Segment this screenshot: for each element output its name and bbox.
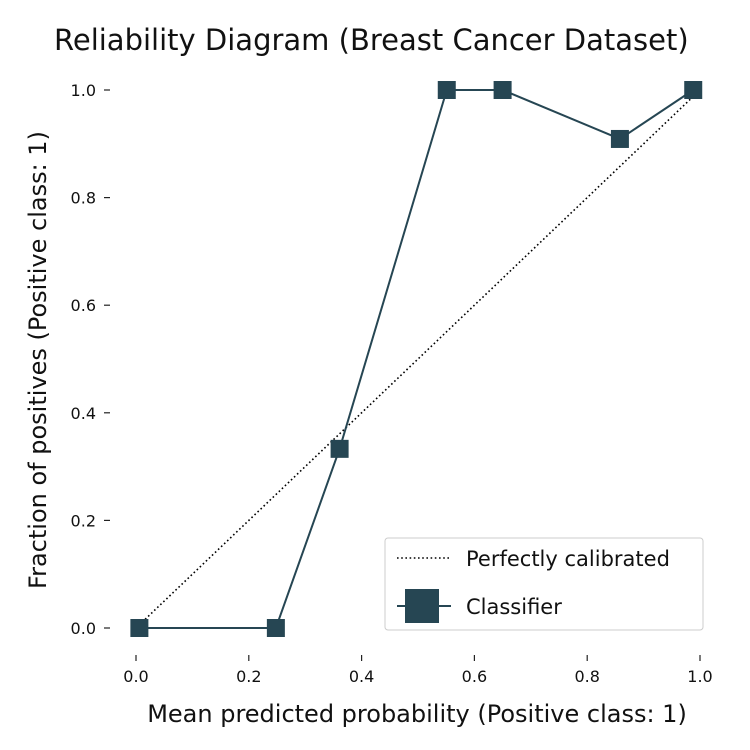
x-tick-label: 0.8 [574,667,599,686]
x-tick-label: 0.4 [349,667,374,686]
x-tick-label: 0.6 [462,667,487,686]
y-tick-label: 0.2 [71,511,96,530]
y-tick-label: 0.4 [71,404,96,423]
classifier-marker [266,619,285,637]
y-tick-label: 1.0 [71,81,96,100]
classifier-marker [330,439,349,458]
y-tick-label: 0.8 [71,189,96,208]
legend-label-perfect: Perfectly calibrated [466,547,670,571]
classifier-marker [130,619,149,637]
x-axis-label: Mean predicted probability (Positive cla… [147,700,687,728]
classifier-marker [493,81,512,99]
y-axis-label: Fraction of positives (Positive class: 1… [24,131,52,589]
classifier-marker [684,81,703,99]
x-tick-label: 1.0 [687,667,712,686]
chart-title: Reliability Diagram (Breast Cancer Datas… [54,23,689,57]
x-tick-label: 0.0 [123,667,148,686]
classifier-marker [610,129,629,148]
x-axis: 0.0 0.2 0.4 0.6 0.8 1.0 [123,655,713,686]
y-tick-label: 0.0 [71,619,96,638]
plot-area [130,81,703,637]
x-tick-label: 0.2 [236,667,261,686]
legend: Perfectly calibrated Classifier [384,537,704,631]
legend-frame [384,537,704,631]
y-axis: 0.0 0.2 0.4 0.6 0.8 1.0 [71,81,110,638]
legend-swatch-classifier-marker [405,589,439,623]
classifier-marker [437,81,456,99]
legend-label-classifier: Classifier [466,595,562,619]
y-tick-label: 0.6 [71,296,96,315]
